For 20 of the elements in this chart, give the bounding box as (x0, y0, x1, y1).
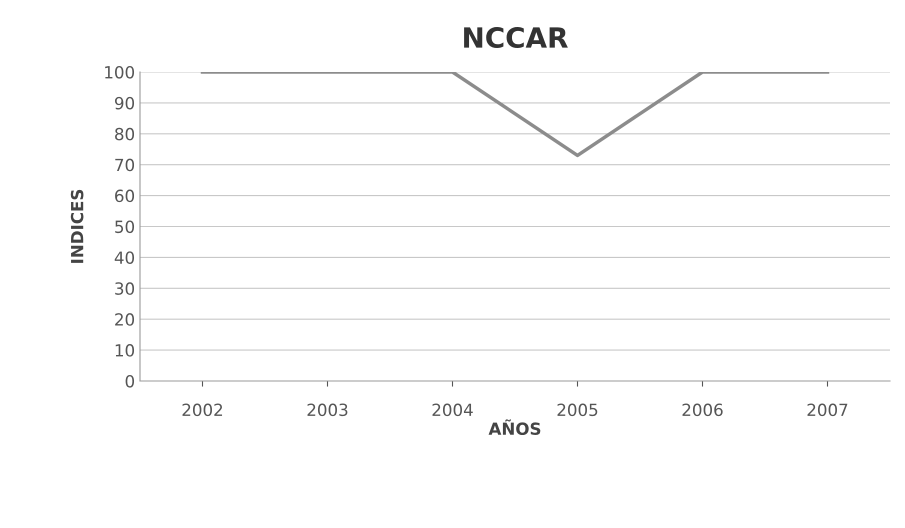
y-tick-label: 10 (116, 344, 134, 357)
y-tick-label: 50 (115, 220, 134, 234)
y-tick-label: 70 (115, 158, 134, 172)
chart-title: NCCAR (464, 27, 568, 48)
x-tick-label: 2002 (182, 404, 222, 416)
y-tick-label: 30 (115, 282, 134, 295)
y-axis-title: INDICES (70, 190, 84, 263)
x-tick-label: 2005 (558, 404, 598, 416)
x-tick-label: 2003 (308, 404, 348, 416)
x-axis-title: AÑOS (488, 419, 540, 436)
y-tick-label: 100 (105, 66, 134, 79)
x-tick-label: 2007 (808, 404, 848, 416)
x-tick-label: 2006 (682, 404, 723, 416)
x-tick-label: 2004 (432, 404, 473, 416)
y-tick-label: 0 (126, 374, 134, 388)
y-tick-label: 60 (115, 190, 134, 202)
y-tick-label: 90 (114, 96, 134, 110)
y-tick-label: 40 (114, 251, 134, 264)
y-tick-label: 20 (115, 313, 134, 326)
y-tick-label: 80 (115, 128, 134, 140)
